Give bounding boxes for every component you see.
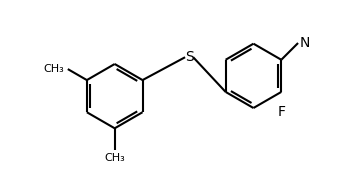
Text: F: F <box>277 105 285 119</box>
Text: CH₃: CH₃ <box>104 153 125 163</box>
Text: S: S <box>185 50 194 64</box>
Text: CH₃: CH₃ <box>44 64 64 74</box>
Text: N: N <box>300 36 310 50</box>
